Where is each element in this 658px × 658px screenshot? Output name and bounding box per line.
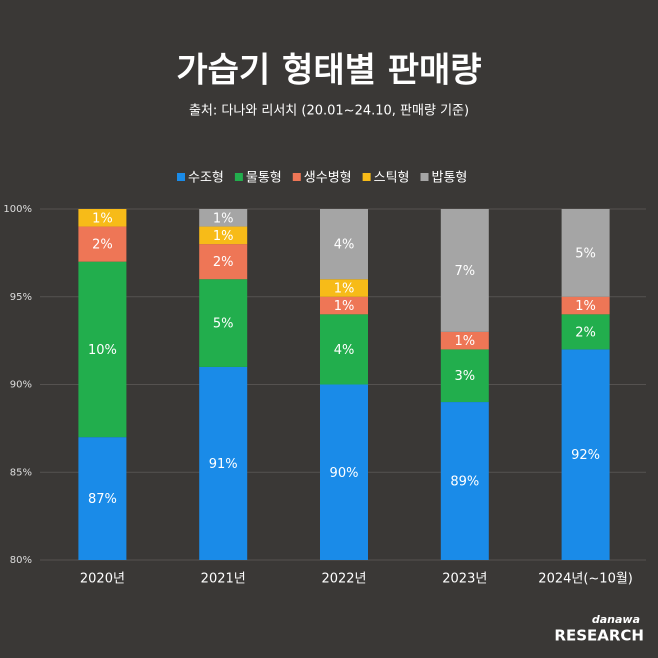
value-label: 10% [88, 343, 117, 358]
value-label: 1% [334, 281, 355, 296]
legend-label: 밥통형 [432, 171, 468, 186]
y-tick-label: 95% [10, 292, 32, 303]
bar-segment [320, 314, 368, 385]
value-label: 2% [92, 238, 113, 253]
logo-bottom: RESEARCH [554, 627, 644, 645]
value-label: 92% [571, 448, 600, 463]
bar-segment [320, 209, 368, 280]
logo-top: danawa [592, 613, 640, 626]
bar-segment [78, 226, 127, 262]
bar-segment [440, 349, 489, 403]
y-tick-label: 90% [10, 380, 32, 391]
legend-swatch [177, 173, 185, 181]
bar-segment [320, 384, 368, 560]
y-tick-label: 100% [3, 204, 32, 215]
value-label: 4% [334, 238, 355, 253]
y-tick-label: 85% [10, 467, 32, 478]
bar-segment [320, 279, 368, 297]
legend-swatch [292, 173, 301, 181]
legend-swatch [362, 173, 371, 181]
value-label: 89% [450, 475, 479, 490]
bar-segment [561, 209, 610, 297]
bar-segment [561, 314, 610, 350]
x-tick-label: 2024년(~10월) [538, 572, 633, 587]
value-label: 1% [213, 229, 234, 244]
bar-segment [440, 209, 489, 332]
legend-label: 스틱형 [374, 171, 410, 186]
value-label: 90% [330, 466, 359, 481]
bar-segment [561, 296, 610, 315]
value-label: 1% [454, 334, 475, 349]
bar-segment [440, 402, 489, 560]
bar-segment [78, 261, 127, 438]
value-label: 1% [575, 299, 596, 314]
y-tick-label: 80% [10, 555, 32, 566]
x-tick-label: 2023년 [442, 572, 487, 587]
value-label: 3% [454, 369, 475, 384]
chart-subtitle: 출처: 다나와 리서치 (20.01~24.10, 판매량 기준) [189, 104, 469, 119]
legend-label: 생수병형 [304, 171, 352, 186]
value-label: 1% [334, 299, 355, 314]
bar-segment [561, 349, 610, 560]
bar-segment [199, 279, 248, 367]
value-label: 1% [92, 211, 113, 226]
x-tick-label: 2020년 [80, 572, 125, 587]
bar-segment [78, 209, 127, 227]
bar-segment [78, 437, 127, 560]
value-label: 4% [334, 343, 355, 358]
value-label: 7% [454, 264, 475, 279]
bar-segment [199, 244, 248, 280]
value-label: 5% [213, 317, 234, 332]
bar-segment [440, 331, 489, 350]
bar-segment [199, 209, 248, 227]
value-label: 5% [575, 246, 596, 261]
bar-segment [320, 296, 368, 315]
bar-segment [199, 366, 248, 560]
value-label: 87% [88, 492, 117, 507]
legend-label: 수조형 [188, 171, 224, 186]
legend-swatch [234, 173, 243, 181]
x-tick-label: 2022년 [321, 572, 366, 587]
value-label: 91% [209, 457, 238, 472]
x-tick-label: 2021년 [201, 572, 246, 587]
legend-label: 물통형 [246, 171, 282, 186]
value-label: 1% [213, 211, 234, 226]
chart-title: 가습기 형태별 판매량 [176, 51, 481, 91]
value-label: 2% [575, 325, 596, 340]
legend-swatch [420, 173, 429, 181]
value-label: 2% [213, 255, 234, 270]
bar-segment [199, 226, 248, 245]
